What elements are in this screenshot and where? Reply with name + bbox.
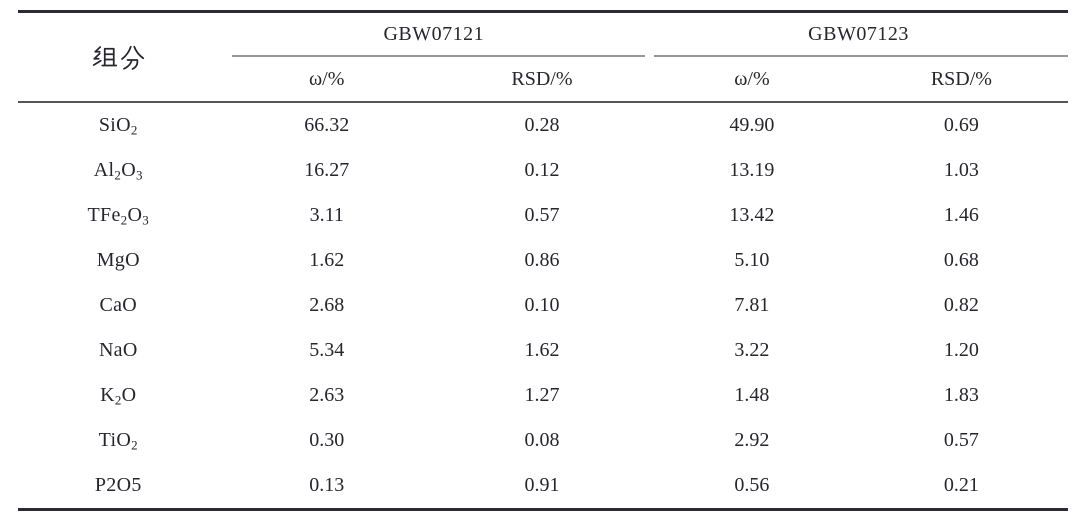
value-cell: 0.82	[943, 294, 979, 316]
table-row: P2O5 0.13 0.91 0.56 0.21	[18, 463, 1068, 510]
value-cell: 13.42	[729, 204, 775, 226]
value-cell: 5.10	[734, 249, 770, 271]
subheader-omega-2: ω/%	[649, 57, 855, 103]
value-cell: 0.57	[524, 204, 560, 226]
value-cell: 3.22	[734, 339, 770, 361]
component-cell: CaO	[99, 294, 138, 316]
value-cell: 66.32	[304, 114, 350, 136]
subscript: 2	[130, 122, 138, 138]
component-cell: Al2O3	[93, 159, 143, 183]
value-cell: 0.13	[309, 474, 345, 496]
value-cell: 0.68	[943, 249, 979, 271]
table-row: CaO 2.68 0.10 7.81 0.82	[18, 283, 1068, 328]
subscript: 2	[131, 437, 138, 453]
results-table-wrapper: 组分	[18, 10, 1068, 511]
cjk-glyph-fen	[120, 45, 144, 70]
value-cell: 1.62	[309, 249, 345, 271]
value-cell: 1.27	[524, 384, 560, 406]
cjk-glyph-zu	[92, 45, 117, 66]
table-row: Al2O3 16.27 0.12 13.19 1.03	[18, 148, 1068, 193]
subscript: 2	[120, 212, 128, 228]
value-cell: 3.11	[309, 204, 344, 226]
table-row: TFe2O3 3.11 0.57 13.42 1.46	[18, 193, 1068, 238]
value-cell: 7.81	[734, 294, 770, 316]
component-cell: MgO	[96, 249, 140, 271]
subscript: 2	[114, 167, 122, 183]
group-label: GBW07121	[383, 22, 485, 45]
value-cell: 0.69	[943, 114, 979, 136]
value-cell: 49.90	[729, 114, 775, 136]
group-header-gbw07121: GBW07121	[219, 12, 649, 57]
value-cell: 2.63	[309, 384, 345, 406]
value-cell: 0.08	[524, 429, 560, 451]
sub-header-row: ω/% RSD/% ω/% RSD/%	[18, 57, 1068, 103]
component-cell: TFe2O3	[87, 204, 150, 228]
table-row: NaO 5.34 1.62 3.22 1.20	[18, 328, 1068, 373]
value-cell: 1.48	[734, 384, 770, 406]
value-cell: 1.83	[943, 384, 979, 406]
value-cell: 1.03	[943, 159, 979, 181]
group-label: GBW07123	[808, 22, 909, 45]
table-body: SiO2 66.32 0.28 49.90 0.69 Al2O3 16.27 0.12 13.1…	[18, 102, 1068, 510]
component-cell: NaO	[98, 339, 138, 361]
component-header-glyphs	[18, 45, 219, 70]
subheader-omega-1: ω/%	[218, 57, 435, 103]
value-cell: 0.10	[524, 294, 560, 316]
value-cell: 1.46	[943, 204, 979, 226]
table-header: 组分	[18, 11, 1068, 103]
component-column-header: 组分	[18, 11, 219, 103]
value-cell: 5.34	[309, 339, 345, 361]
value-cell: 0.28	[524, 114, 560, 136]
value-cell: 2.92	[734, 429, 770, 451]
value-cell: 13.19	[729, 159, 775, 181]
value-cell: 0.91	[524, 474, 560, 496]
value-cell: 0.56	[734, 474, 770, 496]
table-row: MgO 1.62 0.86 5.10 0.68	[18, 238, 1068, 283]
subheader-rsd-2: RSD/%	[854, 57, 1068, 103]
component-cell: P2O5	[94, 474, 142, 496]
subscript: 3	[142, 212, 150, 228]
value-cell: 0.57	[943, 429, 979, 451]
component-cell: TiO2	[98, 429, 138, 453]
table-row: TiO2 0.30 0.08 2.92 0.57	[18, 418, 1068, 463]
value-cell: 0.30	[309, 429, 345, 451]
table-row: SiO2 66.32 0.28 49.90 0.69	[18, 102, 1068, 148]
spanner-rule-1	[231, 55, 646, 57]
value-cell: 1.20	[943, 339, 979, 361]
component-cell: SiO2	[98, 114, 138, 138]
data-table: 组分	[18, 10, 1068, 511]
group-header-row: 组分	[18, 11, 1068, 103]
value-cell: 0.12	[524, 159, 560, 181]
value-cell: 2.68	[309, 294, 345, 316]
value-cell: 0.21	[943, 474, 979, 496]
table-row: K2O 2.63 1.27 1.48 1.83	[18, 373, 1068, 418]
value-cell: 0.86	[524, 249, 560, 271]
subscript: 3	[135, 167, 143, 183]
group-header-gbw07123: GBW07123	[649, 12, 1068, 57]
value-cell: 1.62	[524, 339, 560, 361]
subscript: 2	[114, 392, 122, 408]
subheader-rsd-1: RSD/%	[434, 57, 650, 103]
component-cell: K2O	[100, 384, 137, 408]
value-cell: 16.27	[304, 159, 350, 181]
spanner-rule-2	[654, 55, 1068, 57]
